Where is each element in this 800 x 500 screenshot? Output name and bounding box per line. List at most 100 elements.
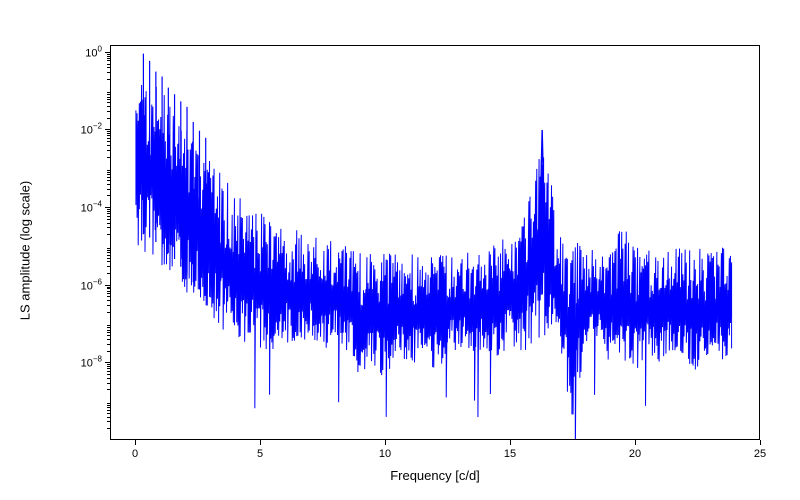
x-tick-label: 10 [379, 448, 391, 460]
x-axis-label: Frequency [c/d] [110, 468, 760, 483]
y-minor-tick [107, 118, 110, 119]
y-minor-tick [107, 417, 110, 418]
y-minor-tick [107, 366, 110, 367]
y-minor-tick [107, 252, 110, 253]
y-minor-tick [107, 135, 110, 136]
y-minor-tick [107, 184, 110, 185]
y-minor-tick [107, 174, 110, 175]
y-minor-tick [107, 410, 110, 411]
x-tick-label: 5 [257, 448, 263, 460]
y-minor-tick [107, 94, 110, 95]
x-tick [510, 440, 511, 445]
y-minor-tick [107, 250, 110, 251]
y-tick-label: 10−2 [81, 122, 102, 137]
y-minor-tick [107, 405, 110, 406]
y-minor-tick [107, 131, 110, 132]
y-minor-tick [107, 407, 110, 408]
y-minor-tick [107, 389, 110, 390]
x-tick-label: 15 [504, 448, 516, 460]
y-tick-label: 10−6 [81, 277, 102, 292]
y-minor-tick [107, 60, 110, 61]
plot-area [110, 45, 760, 440]
y-minor-tick [107, 195, 110, 196]
y-minor-tick [107, 300, 110, 301]
y-minor-tick [107, 97, 110, 98]
y-minor-tick [107, 92, 110, 93]
y-minor-tick [107, 371, 110, 372]
y-minor-tick [107, 157, 110, 158]
y-axis-label: LS amplitude (log scale) [18, 160, 33, 340]
y-minor-tick [107, 291, 110, 292]
y-minor-tick [107, 403, 110, 404]
y-minor-tick [107, 421, 110, 422]
y-minor-tick [107, 288, 110, 289]
y-minor-tick [107, 428, 110, 429]
y-minor-tick [107, 293, 110, 294]
y-minor-tick [107, 378, 110, 379]
y-minor-tick [107, 54, 110, 55]
y-tick-label: 10−8 [81, 355, 102, 370]
x-tick [635, 440, 636, 445]
y-minor-tick [107, 255, 110, 256]
y-minor-tick [107, 72, 110, 73]
y-minor-tick [107, 227, 110, 228]
y-tick-label: 10−4 [81, 200, 102, 215]
y-minor-tick [107, 273, 110, 274]
y-minor-tick [107, 172, 110, 173]
x-tick-label: 25 [754, 448, 766, 460]
y-minor-tick [107, 266, 110, 267]
x-tick [760, 440, 761, 445]
y-minor-tick [107, 223, 110, 224]
spectrum-path [136, 85, 732, 439]
y-minor-tick [107, 261, 110, 262]
y-minor-tick [107, 145, 110, 146]
y-minor-tick [107, 248, 110, 249]
y-minor-tick [107, 79, 110, 80]
y-minor-tick [107, 150, 110, 151]
figure: LS amplitude (log scale) Frequency [c/d]… [0, 0, 800, 500]
y-minor-tick [107, 364, 110, 365]
x-tick [135, 440, 136, 445]
y-minor-tick [107, 180, 110, 181]
y-minor-tick [107, 138, 110, 139]
spectrum-line [111, 46, 759, 439]
y-minor-tick [107, 213, 110, 214]
y-minor-tick [107, 111, 110, 112]
y-minor-tick [107, 141, 110, 142]
y-minor-tick [107, 106, 110, 107]
y-minor-tick [107, 327, 110, 328]
y-minor-tick [107, 287, 110, 288]
y-minor-tick [107, 177, 110, 178]
y-minor-tick [107, 258, 110, 259]
y-minor-tick [107, 368, 110, 369]
x-tick [385, 440, 386, 445]
y-minor-tick [107, 325, 110, 326]
y-minor-tick [107, 296, 110, 297]
y-minor-tick [107, 335, 110, 336]
y-minor-tick [107, 170, 110, 171]
y-minor-tick [107, 305, 110, 306]
x-tick-label: 20 [629, 448, 641, 460]
y-minor-tick [107, 344, 110, 345]
y-minor-tick [107, 211, 110, 212]
y-minor-tick [107, 216, 110, 217]
y-minor-tick [107, 374, 110, 375]
y-minor-tick [107, 332, 110, 333]
y-minor-tick [107, 102, 110, 103]
y-minor-tick [107, 209, 110, 210]
x-tick [260, 440, 261, 445]
y-minor-tick [107, 383, 110, 384]
y-minor-tick [107, 413, 110, 414]
y-minor-tick [107, 133, 110, 134]
y-minor-tick [107, 312, 110, 313]
y-minor-tick [107, 99, 110, 100]
y-minor-tick [107, 58, 110, 59]
y-minor-tick [107, 351, 110, 352]
y-minor-tick [107, 330, 110, 331]
y-minor-tick [107, 189, 110, 190]
y-minor-tick [107, 64, 110, 65]
y-minor-tick [107, 219, 110, 220]
y-tick-label: 100 [85, 45, 102, 60]
y-minor-tick [107, 67, 110, 68]
x-tick-label: 0 [132, 448, 138, 460]
